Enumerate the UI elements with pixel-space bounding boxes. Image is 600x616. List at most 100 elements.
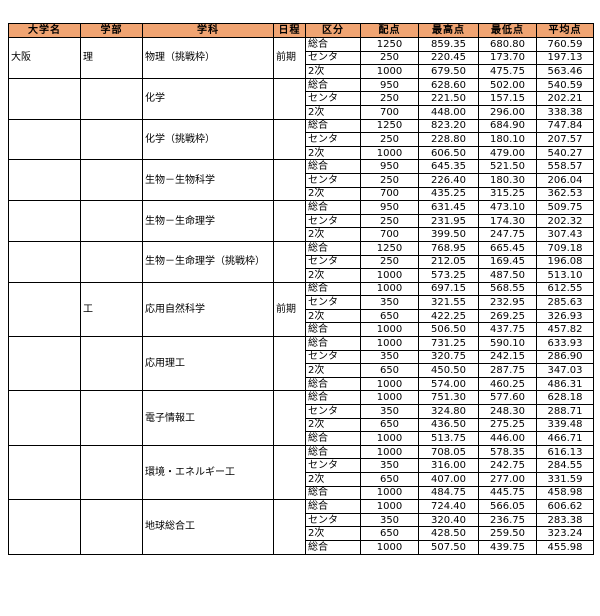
table-row[interactable]: 工応用自然科学 前期 総合 1000 697.15 568.55 612.55 [8,281,594,338]
cell-highest[interactable]: 220.45 [418,50,479,66]
cell-average[interactable]: 563.46 [536,64,594,79]
cell-lowest[interactable]: 665.45 [478,240,537,256]
cell-university[interactable] [8,200,81,242]
table-row[interactable]: 2次 700 435.25 315.25 362.53 [9,186,594,202]
cell-average[interactable]: 286.90 [536,349,594,365]
cell-highest[interactable]: 436.50 [418,417,479,433]
cell-category[interactable]: センタ [305,132,361,147]
cell-allocation[interactable]: 650 [360,363,419,378]
cell-faculty[interactable] [80,499,143,555]
cell-highest[interactable]: 320.40 [418,512,479,528]
cell-average[interactable]: 347.03 [536,363,594,378]
column-header-faculty[interactable]: 学部 [80,23,143,38]
cell-university[interactable] [8,336,81,392]
cell-schedule[interactable] [273,240,306,283]
cell-average[interactable]: 288.71 [536,404,594,419]
cell-average[interactable]: 458.98 [536,485,594,501]
cell-category[interactable]: 総合 [305,336,361,351]
cell-allocation[interactable]: 650 [360,308,419,324]
cell-category[interactable]: 総合 [305,200,361,215]
cell-allocation[interactable]: 250 [360,91,419,106]
cell-category[interactable]: センタ [305,172,361,188]
cell-schedule[interactable] [273,77,306,120]
cell-highest[interactable]: 631.45 [418,200,479,215]
cell-average[interactable]: 612.55 [536,281,594,297]
cell-lowest[interactable]: 590.10 [478,336,537,351]
cell-highest[interactable]: 859.35 [418,37,479,52]
cell-average[interactable]: 196.08 [536,254,594,270]
cell-schedule[interactable] [273,499,306,555]
cell-category[interactable]: 2次 [305,472,361,487]
cell-department[interactable]: 生物－生命理学（挑戦枠） [142,240,274,283]
cell-faculty[interactable] [80,444,143,501]
cell-lowest[interactable]: 680.80 [478,37,537,52]
cell-lowest[interactable]: 180.30 [478,172,537,188]
cell-average[interactable]: 362.53 [536,186,594,202]
cell-allocation[interactable]: 1000 [360,322,419,338]
cell-highest[interactable]: 450.50 [418,363,479,378]
cell-lowest[interactable]: 578.35 [478,444,537,460]
cell-schedule[interactable] [273,390,306,446]
cell-category[interactable]: 総合 [305,390,361,406]
cell-allocation[interactable]: 950 [360,77,419,93]
column-header-highest[interactable]: 最高点 [418,23,479,38]
cell-allocation[interactable]: 350 [360,458,419,473]
cell-highest[interactable]: 484.75 [418,485,479,501]
cell-category[interactable]: 2次 [305,104,361,120]
table-row[interactable]: 総合 1000 507.50 439.75 455.98 [9,539,594,555]
cell-department[interactable]: 地球総合工 [142,499,274,555]
cell-category[interactable]: 総合 [305,376,361,392]
column-header-department[interactable]: 学科 [142,23,274,38]
cell-category[interactable]: センタ [305,404,361,419]
cell-schedule[interactable] [273,336,306,392]
cell-lowest[interactable]: 277.00 [478,472,537,487]
table-row[interactable]: 2次 700 399.50 247.75 307.43 [9,227,594,242]
table-row[interactable]: 生物－生命理学 総合 950 631.45 473.10 509.75 [8,200,594,242]
table-row[interactable]: 環境・エネルギー工 総合 1000 708.05 578.35 616.13 [8,444,594,501]
column-header-average[interactable]: 平均点 [536,23,594,38]
cell-schedule[interactable] [273,444,306,501]
cell-allocation[interactable]: 1000 [360,268,419,283]
cell-lowest[interactable]: 460.25 [478,376,537,392]
cell-average[interactable]: 616.13 [536,444,594,460]
cell-lowest[interactable]: 259.50 [478,526,537,541]
cell-average[interactable]: 455.98 [536,539,594,555]
table-row[interactable]: 生物－生物科学 総合 950 645.35 521.50 558.57 [8,159,594,202]
cell-average[interactable]: 747.84 [536,118,594,134]
cell-highest[interactable]: 768.95 [418,240,479,256]
cell-lowest[interactable]: 437.75 [478,322,537,338]
cell-category[interactable]: 総合 [305,499,361,514]
cell-allocation[interactable]: 650 [360,526,419,541]
cell-lowest[interactable]: 566.05 [478,499,537,514]
cell-faculty[interactable]: 理 [80,37,143,79]
cell-highest[interactable]: 316.00 [418,458,479,473]
cell-average[interactable]: 709.18 [536,240,594,256]
cell-category[interactable]: センタ [305,50,361,66]
table-row[interactable]: 化学 総合 950 628.60 502.00 540.59 [8,77,594,120]
cell-category[interactable]: 総合 [305,240,361,256]
cell-average[interactable]: 486.31 [536,376,594,392]
cell-category[interactable]: 2次 [305,64,361,79]
cell-highest[interactable]: 212.05 [418,254,479,270]
column-header-allocation[interactable]: 配点 [360,23,419,38]
cell-lowest[interactable]: 577.60 [478,390,537,406]
cell-university[interactable] [8,390,81,446]
cell-lowest[interactable]: 473.10 [478,200,537,215]
table-row[interactable]: 2次 650 407.00 277.00 331.59 [9,472,594,487]
cell-faculty[interactable] [80,390,143,446]
cell-average[interactable]: 285.63 [536,295,594,310]
cell-faculty[interactable] [80,118,143,161]
cell-highest[interactable]: 231.95 [418,213,479,229]
cell-lowest[interactable]: 232.95 [478,295,537,310]
cell-allocation[interactable]: 1000 [360,376,419,392]
cell-lowest[interactable]: 174.30 [478,213,537,229]
cell-category[interactable]: 総合 [305,118,361,134]
table-row[interactable]: センタ 350 316.00 242.75 284.55 [9,458,594,473]
cell-allocation[interactable]: 650 [360,417,419,433]
cell-department[interactable]: 応用理工 [142,336,274,392]
cell-average[interactable]: 202.32 [536,213,594,229]
cell-average[interactable]: 331.59 [536,472,594,487]
cell-average[interactable]: 558.57 [536,159,594,174]
cell-department[interactable]: 化学 [142,77,274,120]
column-header-university[interactable]: 大学名 [8,23,81,38]
